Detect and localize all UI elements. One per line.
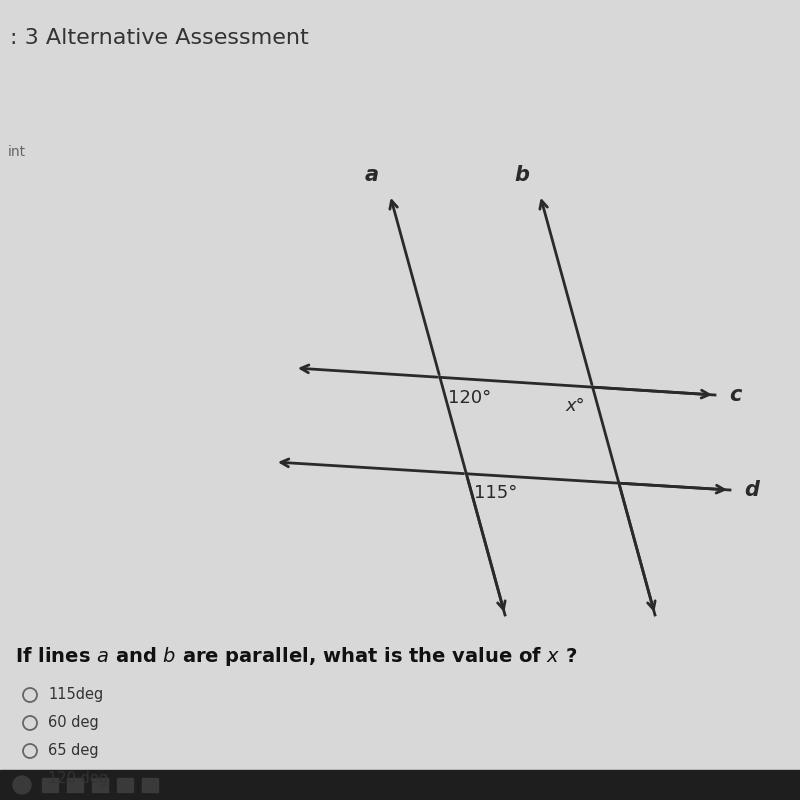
Text: c: c [729,385,742,405]
Text: 65 deg: 65 deg [48,743,98,758]
Bar [0,770,800,800]
Text: 120 deg: 120 deg [48,771,108,786]
Text: 115deg: 115deg [48,687,103,702]
Text: 115°: 115° [474,484,518,502]
Text: d: d [744,480,759,500]
Text: int: int [8,145,26,159]
Bar [92,778,108,792]
Bar [67,778,83,792]
Circle shape [13,776,31,794]
Text: 120°: 120° [448,390,491,407]
Text: If lines $a$ and $b$ are parallel, what is the value of $x$ ?: If lines $a$ and $b$ are parallel, what … [15,645,578,668]
Bar [142,778,158,792]
Text: x°: x° [565,397,585,415]
Text: b: b [514,165,530,185]
Text: a: a [365,165,379,185]
Text: 60 deg: 60 deg [48,715,98,730]
Text: : 3 Alternative Assessment: : 3 Alternative Assessment [10,28,309,48]
Bar [42,778,58,792]
Bar [117,778,133,792]
